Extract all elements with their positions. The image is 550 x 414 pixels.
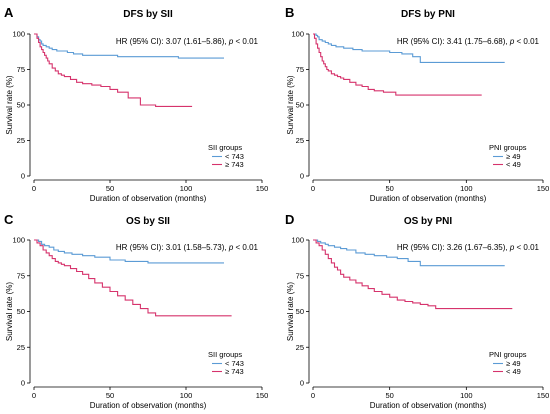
legend-entry: ≥ 49 xyxy=(506,152,521,161)
y-axis-label: Survival rate (%) xyxy=(286,75,295,134)
panel-title: OS by SII xyxy=(126,216,170,227)
panel-title: OS by PNI xyxy=(404,216,453,227)
x-tick-label: 0 xyxy=(311,184,315,193)
hr-annotation-p: p xyxy=(228,37,234,46)
series-line-high xyxy=(313,239,513,310)
x-tick-label: 50 xyxy=(106,184,114,193)
x-tick-label: 50 xyxy=(385,184,393,193)
legend-title: SII groups xyxy=(208,350,242,359)
x-axis-label: Duration of observation (months) xyxy=(90,194,207,203)
legend-entry: < 743 xyxy=(225,359,244,368)
x-tick-label: 0 xyxy=(32,184,36,193)
y-tick-label: 100 xyxy=(12,236,25,245)
hr-annotation: HR (95% CI): 3.07 (1.61–5.86), p < 0.01 xyxy=(116,37,259,46)
x-tick-label: 100 xyxy=(460,391,473,400)
y-tick-label: 50 xyxy=(296,307,304,316)
y-tick-label: 0 xyxy=(21,172,25,181)
x-tick-label: 50 xyxy=(385,391,393,400)
x-tick-label: 100 xyxy=(180,184,193,193)
x-axis-label: Duration of observation (months) xyxy=(370,194,487,203)
hr-annotation: HR (95% CI): 3.01 (1.58–5.73), p < 0.01 xyxy=(116,243,259,252)
panel-d: D OS by PNI 0 25 50 75 100 0 50 100 150 Duration of… xyxy=(285,212,549,410)
y-tick-label: 25 xyxy=(296,136,304,145)
y-axis-label: Survival rate (%) xyxy=(286,282,295,341)
legend-title: PNI groups xyxy=(489,350,527,359)
hr-annotation: HR (95% CI): 3.41 (1.75–6.68), p < 0.01 xyxy=(397,37,540,46)
panel-letter: C xyxy=(4,212,14,227)
hr-annotation-p: p xyxy=(509,243,515,252)
y-tick-label: 75 xyxy=(296,65,304,74)
legend-entry: ≥ 743 xyxy=(225,160,244,169)
panel-b: B DFS by PNI 0 25 50 75 100 0 50 100 150 Duration o… xyxy=(285,5,549,203)
y-tick-label: 50 xyxy=(296,101,304,110)
series-line-high xyxy=(313,33,482,96)
series-line-low xyxy=(34,33,224,59)
y-tick-label: 25 xyxy=(17,343,25,352)
panel-c: C OS by SII 0 25 50 75 100 0 50 100 150 Duration of… xyxy=(4,212,268,410)
panel-title: DFS by SII xyxy=(123,9,173,20)
y-tick-label: 25 xyxy=(17,136,25,145)
hr-annotation-suffix: < 0.01 xyxy=(514,243,539,252)
panel-letter: B xyxy=(285,5,294,20)
panel-a: A DFS by SII 0 25 50 75 100 0 50 100 150 Duration o… xyxy=(4,5,268,203)
y-tick-label: 100 xyxy=(291,30,304,39)
y-tick-label: 75 xyxy=(17,271,25,280)
y-tick-label: 75 xyxy=(17,65,25,74)
x-tick-label: 50 xyxy=(106,391,114,400)
x-tick-label: 150 xyxy=(256,184,269,193)
x-axis-label: Duration of observation (months) xyxy=(370,401,487,410)
y-tick-label: 50 xyxy=(17,101,25,110)
y-tick-label: 100 xyxy=(12,30,25,39)
y-tick-label: 50 xyxy=(17,307,25,316)
hr-annotation: HR (95% CI): 3.26 (1.67–6.35), p < 0.01 xyxy=(397,243,540,252)
hr-annotation-suffix: < 0.01 xyxy=(514,37,539,46)
x-tick-label: 100 xyxy=(180,391,193,400)
x-tick-label: 0 xyxy=(311,391,315,400)
x-tick-label: 150 xyxy=(256,391,269,400)
legend-title: PNI groups xyxy=(489,143,527,152)
hr-annotation-text: HR (95% CI): 3.07 (1.61–5.86), xyxy=(116,37,229,46)
hr-annotation-p: p xyxy=(509,37,515,46)
legend-entry: < 49 xyxy=(506,160,521,169)
hr-annotation-suffix: < 0.01 xyxy=(233,37,258,46)
y-tick-label: 25 xyxy=(296,343,304,352)
y-tick-label: 75 xyxy=(296,271,304,280)
legend-entry: < 743 xyxy=(225,152,244,161)
hr-annotation-p: p xyxy=(228,243,234,252)
series-line-low xyxy=(34,239,224,264)
series-line-low xyxy=(313,33,505,63)
x-tick-label: 150 xyxy=(537,391,550,400)
x-tick-label: 0 xyxy=(32,391,36,400)
x-axis-label: Duration of observation (months) xyxy=(90,401,207,410)
panel-letter: D xyxy=(285,212,294,227)
legend-entry: < 49 xyxy=(506,367,521,376)
y-tick-label: 0 xyxy=(300,379,304,388)
y-axis-label: Survival rate (%) xyxy=(5,282,14,341)
y-axis-label: Survival rate (%) xyxy=(5,75,14,134)
hr-annotation-text: HR (95% CI): 3.41 (1.75–6.68), xyxy=(397,37,510,46)
hr-annotation-suffix: < 0.01 xyxy=(233,243,258,252)
series-line-low xyxy=(313,239,505,267)
x-tick-label: 150 xyxy=(537,184,550,193)
series-line-high xyxy=(34,33,193,107)
y-tick-label: 0 xyxy=(21,379,25,388)
y-tick-label: 100 xyxy=(291,236,304,245)
legend-title: SII groups xyxy=(208,143,242,152)
hr-annotation-text: HR (95% CI): 3.01 (1.58–5.73), xyxy=(116,243,229,252)
series-line-high xyxy=(34,239,232,317)
x-tick-label: 100 xyxy=(460,184,473,193)
hr-annotation-text: HR (95% CI): 3.26 (1.67–6.35), xyxy=(397,243,510,252)
panel-letter: A xyxy=(4,5,14,20)
legend-entry: ≥ 743 xyxy=(225,367,244,376)
panel-title: DFS by PNI xyxy=(401,9,455,20)
legend-entry: ≥ 49 xyxy=(506,359,521,368)
y-tick-label: 0 xyxy=(300,172,304,181)
